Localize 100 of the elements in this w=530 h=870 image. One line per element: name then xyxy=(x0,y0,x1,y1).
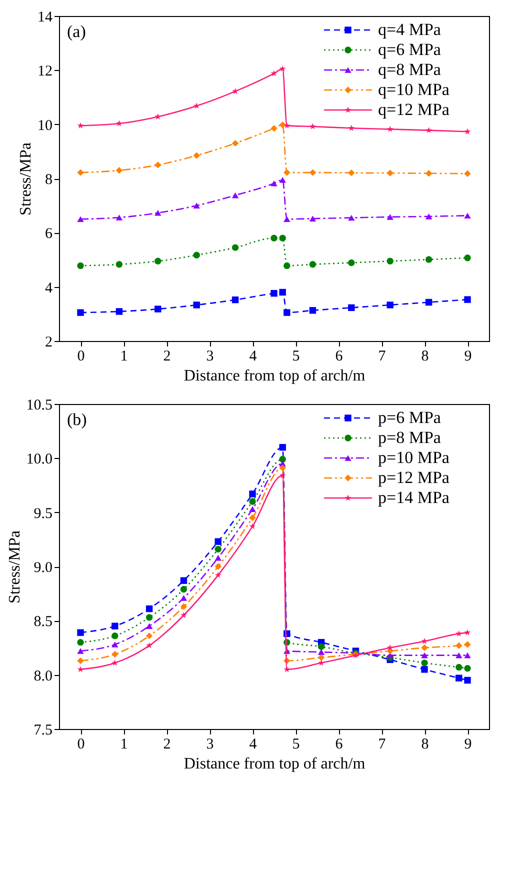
point xyxy=(309,261,316,268)
point xyxy=(112,642,118,648)
point xyxy=(464,629,471,636)
point xyxy=(310,123,316,130)
y-tick-label: 8.0 xyxy=(34,668,52,684)
point xyxy=(279,456,286,463)
point xyxy=(284,666,290,672)
point xyxy=(386,302,394,308)
point xyxy=(464,641,471,648)
point xyxy=(456,664,462,671)
point xyxy=(112,650,118,658)
point xyxy=(180,612,187,618)
point xyxy=(77,657,84,664)
point xyxy=(279,444,286,451)
x-tick-label: 0 xyxy=(77,348,85,364)
point xyxy=(386,644,394,650)
x-tick-label: 5 xyxy=(292,736,300,752)
legend-label: q=4 MPa xyxy=(378,20,442,39)
point xyxy=(154,306,162,312)
point xyxy=(270,290,278,297)
point xyxy=(284,169,290,176)
point xyxy=(77,122,84,128)
point xyxy=(146,614,153,621)
point xyxy=(146,605,153,612)
point xyxy=(309,307,316,314)
point xyxy=(232,88,238,94)
point xyxy=(464,676,471,684)
point xyxy=(232,244,239,251)
point xyxy=(421,652,428,658)
x-tick-label: 9 xyxy=(464,736,472,752)
point xyxy=(77,638,84,646)
point xyxy=(214,572,222,578)
x-tick-label: 3 xyxy=(206,736,214,752)
point xyxy=(386,214,394,220)
point xyxy=(214,538,222,545)
y-tick-label: 7.5 xyxy=(34,722,52,738)
x-tick-label: 7 xyxy=(378,736,386,752)
point xyxy=(425,214,432,220)
y-tick-label: 8.5 xyxy=(34,614,52,630)
point xyxy=(146,632,153,640)
x-tick-label: 8 xyxy=(421,348,429,364)
point xyxy=(193,302,200,308)
annotation: (b) xyxy=(67,410,87,429)
point xyxy=(421,638,428,644)
y-tick-label: 10.5 xyxy=(26,398,52,414)
x-tick-label: 4 xyxy=(249,348,258,364)
legend-label: p=12 MPa xyxy=(378,468,450,487)
point xyxy=(386,126,394,132)
point xyxy=(77,216,84,222)
point xyxy=(249,514,256,522)
point xyxy=(116,308,123,315)
x-tick-label: 6 xyxy=(335,348,344,364)
point xyxy=(249,523,256,530)
point xyxy=(309,216,316,222)
point xyxy=(421,660,428,666)
point xyxy=(318,660,324,666)
legend-label: q=6 MPa xyxy=(378,40,442,59)
x-axis-title: Distance from top of arch/m xyxy=(184,368,366,384)
legend-label: q=8 MPa xyxy=(378,60,442,79)
y-tick-label: 2 xyxy=(45,334,52,350)
point xyxy=(279,472,286,478)
point xyxy=(386,170,394,176)
point xyxy=(193,252,200,258)
point xyxy=(154,113,162,120)
y-tick-label: 10 xyxy=(38,118,52,134)
point xyxy=(154,210,162,216)
x-tick-label: 4 xyxy=(249,736,258,752)
point xyxy=(318,643,325,650)
x-tick-label: 7 xyxy=(378,348,386,364)
point xyxy=(270,70,278,76)
y-tick-label: 8 xyxy=(45,172,52,188)
x-tick-label: 2 xyxy=(163,736,171,752)
y-tick-label: 12 xyxy=(38,64,52,80)
point xyxy=(270,180,278,186)
point xyxy=(249,506,256,512)
x-tick-label: 8 xyxy=(421,736,429,752)
y-tick-label: 9.5 xyxy=(34,506,52,522)
y-tick-label: 14 xyxy=(38,10,53,26)
point xyxy=(193,102,200,109)
point xyxy=(348,124,355,131)
y-tick-label: 4 xyxy=(45,280,53,296)
point xyxy=(284,262,290,270)
annotation: (a) xyxy=(67,22,86,41)
point xyxy=(214,546,222,553)
point xyxy=(214,563,222,570)
point xyxy=(146,642,152,648)
point xyxy=(232,296,239,304)
point xyxy=(77,666,84,672)
point xyxy=(425,170,432,177)
point xyxy=(284,216,290,222)
x-tick-label: 0 xyxy=(77,736,85,752)
legend-label: p=6 MPa xyxy=(378,408,442,427)
point xyxy=(77,629,84,636)
point xyxy=(456,652,462,658)
x-tick-label: 3 xyxy=(206,348,214,364)
point xyxy=(456,674,462,682)
legend-label: q=10 MPa xyxy=(378,80,450,99)
point xyxy=(348,214,355,221)
y-axis-title: Stress/MPa xyxy=(6,530,24,604)
point xyxy=(318,649,325,655)
